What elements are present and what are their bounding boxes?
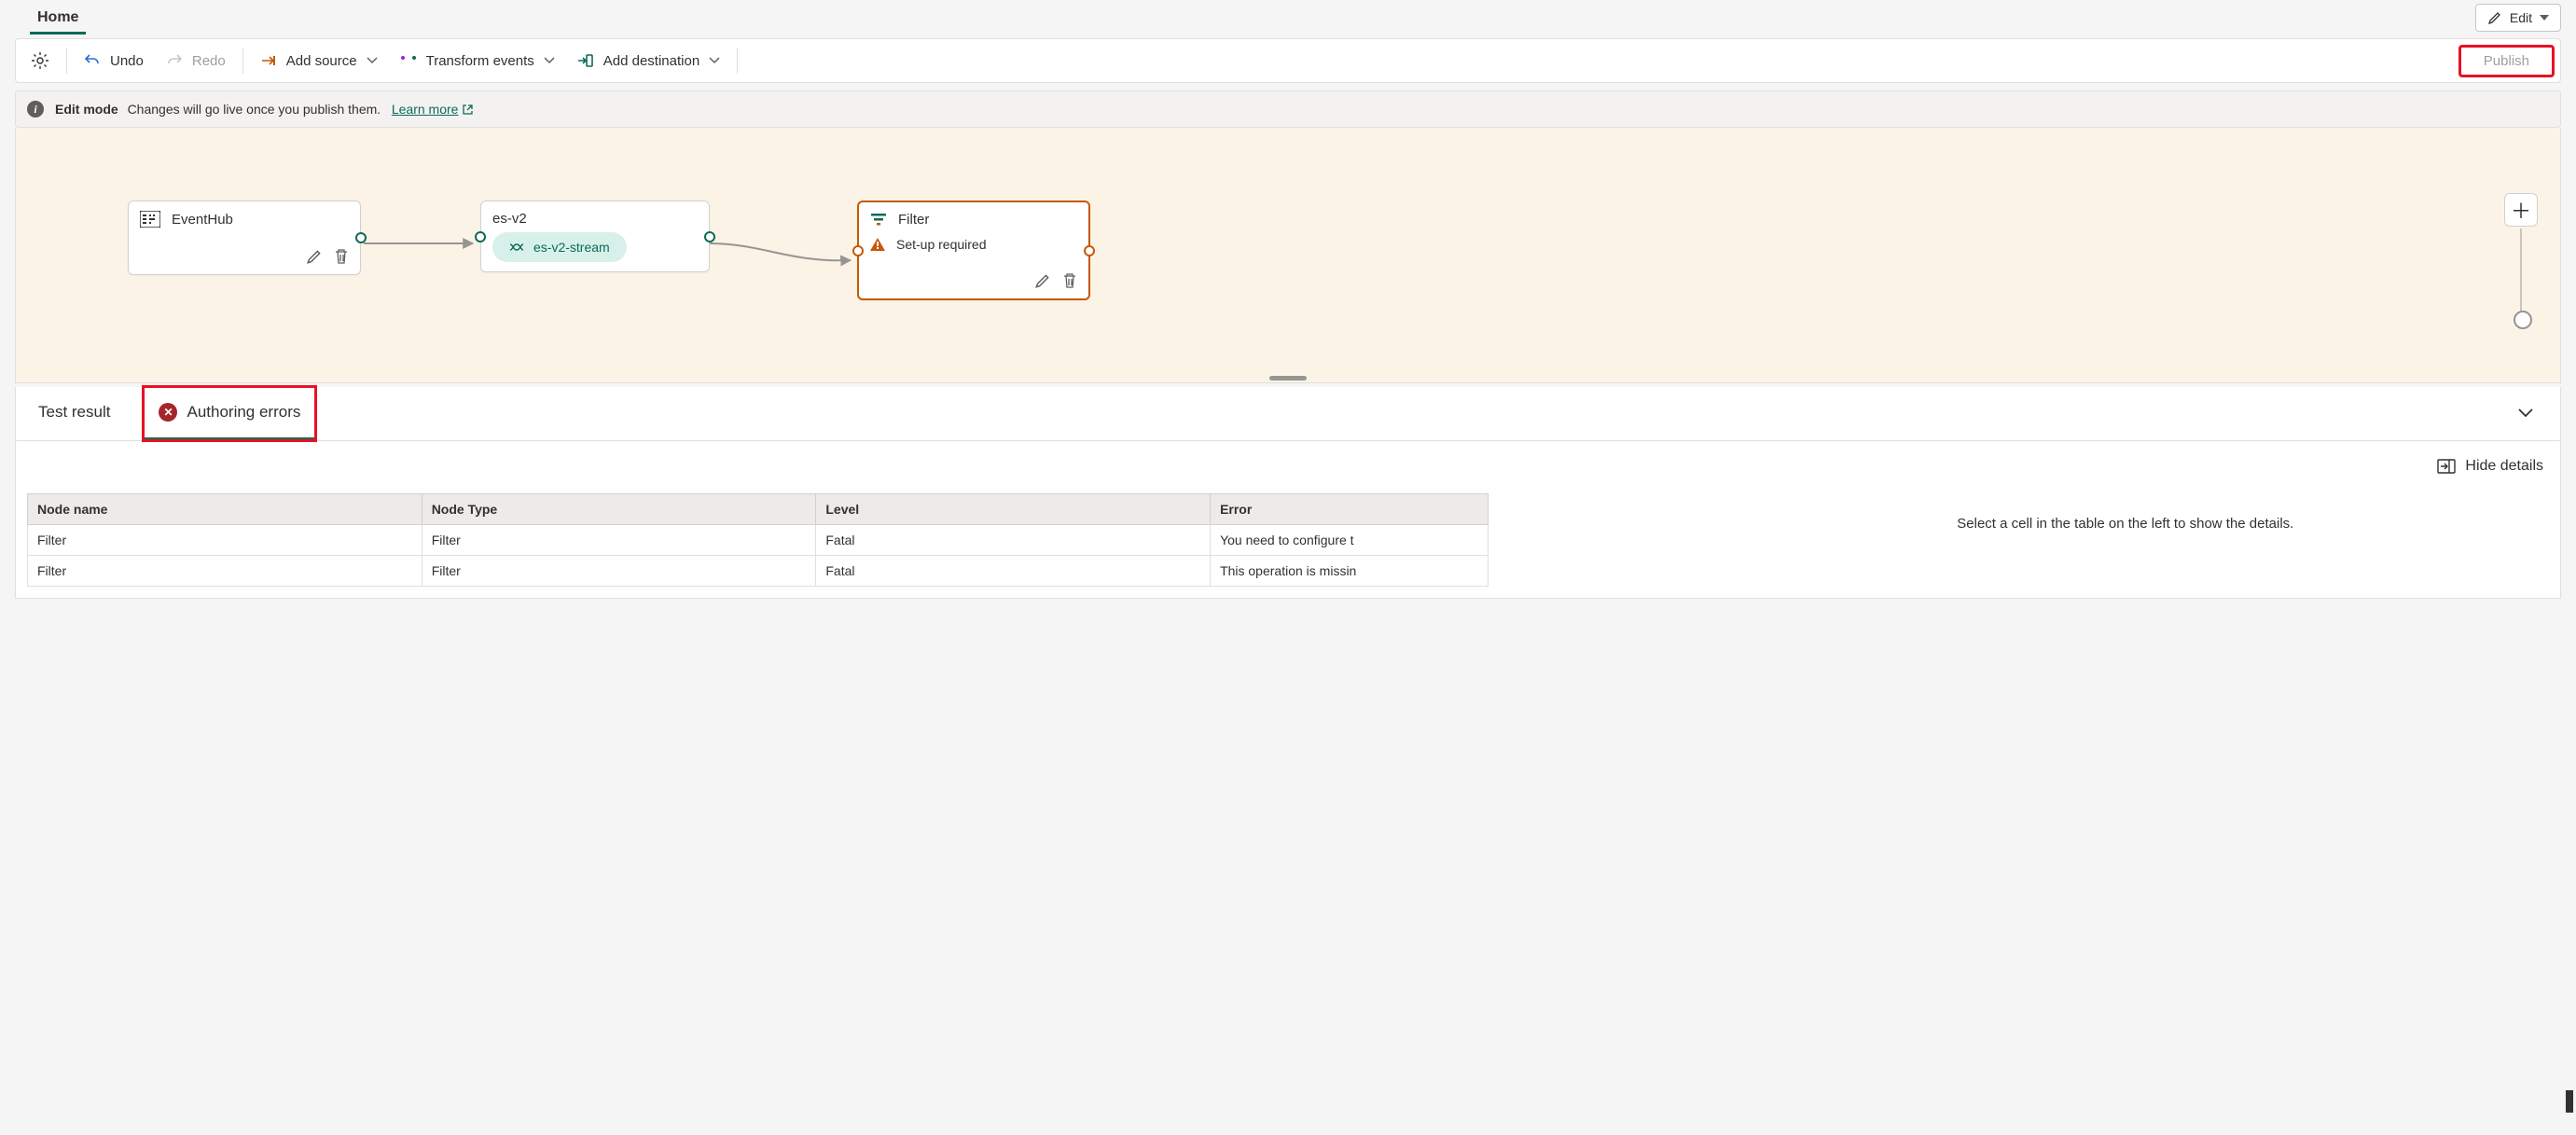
add-destination-icon bbox=[577, 52, 594, 69]
chevron-down-icon bbox=[709, 57, 720, 64]
edit-label: Edit bbox=[2510, 10, 2532, 25]
eventhub-icon bbox=[140, 211, 160, 228]
chevron-down-icon bbox=[544, 57, 555, 64]
caret-down-icon bbox=[2540, 15, 2549, 21]
add-destination-button[interactable]: Add destination bbox=[566, 45, 731, 76]
transform-button[interactable]: Transform events bbox=[389, 45, 566, 76]
cell-node-name[interactable]: Filter bbox=[28, 556, 422, 587]
stream-pill[interactable]: es-v2-stream bbox=[492, 232, 627, 262]
node-esv2[interactable]: es-v2 es-v2-stream bbox=[480, 201, 710, 272]
node-title: es-v2 bbox=[492, 211, 698, 227]
collapse-panel-button[interactable] bbox=[2499, 407, 2553, 422]
table-row[interactable]: Filter Filter Fatal This operation is mi… bbox=[28, 556, 1489, 587]
info-text: Edit mode Changes will go live once you … bbox=[55, 102, 474, 117]
add-source-button[interactable]: Add source bbox=[249, 45, 389, 76]
tab-label: Authoring errors bbox=[187, 403, 300, 422]
cell-level[interactable]: Fatal bbox=[816, 525, 1211, 556]
transform-icon bbox=[400, 52, 417, 69]
tab-authoring-errors[interactable]: ✕ Authoring errors bbox=[144, 387, 315, 440]
settings-button[interactable] bbox=[20, 44, 61, 77]
redo-label: Redo bbox=[192, 53, 226, 69]
port-out[interactable] bbox=[1084, 245, 1095, 256]
scrollbar-thumb[interactable] bbox=[2566, 1090, 2573, 1113]
cell-error[interactable]: This operation is missin bbox=[1211, 556, 1489, 587]
chevron-down-icon bbox=[367, 57, 378, 64]
publish-label: Publish bbox=[2484, 53, 2529, 69]
table-row[interactable]: Filter Filter Fatal You need to configur… bbox=[28, 525, 1489, 556]
toolbar: Undo Redo Add source Transform events bbox=[15, 38, 2561, 83]
cell-node-type[interactable]: Filter bbox=[422, 525, 816, 556]
external-link-icon bbox=[462, 104, 474, 116]
cell-node-type[interactable]: Filter bbox=[422, 556, 816, 587]
transform-label: Transform events bbox=[426, 53, 534, 69]
zoom-slider[interactable] bbox=[2520, 228, 2522, 322]
collapse-right-icon bbox=[2437, 459, 2456, 474]
canvas-edges bbox=[16, 128, 2560, 382]
col-node-type[interactable]: Node Type bbox=[422, 494, 816, 525]
error-badge-icon: ✕ bbox=[159, 403, 177, 422]
trash-icon[interactable] bbox=[1062, 272, 1077, 289]
add-node-button[interactable]: ＋ bbox=[2504, 193, 2538, 227]
plus-icon: ＋ bbox=[2511, 195, 2531, 225]
pencil-icon[interactable] bbox=[1034, 272, 1051, 289]
node-filter[interactable]: Filter Set-up required bbox=[857, 201, 1090, 300]
node-status: Set-up required bbox=[896, 237, 987, 252]
edit-dropdown[interactable]: Edit bbox=[2475, 4, 2561, 32]
add-source-label: Add source bbox=[286, 53, 357, 69]
col-error[interactable]: Error bbox=[1211, 494, 1489, 525]
undo-button[interactable]: Undo bbox=[73, 45, 155, 76]
cell-error[interactable]: You need to configure t bbox=[1211, 525, 1489, 556]
undo-label: Undo bbox=[110, 53, 144, 69]
error-table-region: Node name Node Type Level Error Filter F… bbox=[16, 493, 1949, 598]
gear-icon bbox=[31, 51, 49, 70]
pipeline-canvas[interactable]: EventHub es-v2 es-v2-stream bbox=[15, 128, 2561, 383]
port-out[interactable] bbox=[704, 231, 715, 242]
port-out[interactable] bbox=[355, 232, 367, 243]
redo-button[interactable]: Redo bbox=[155, 45, 237, 76]
info-title: Edit mode bbox=[55, 102, 118, 117]
chevron-down-icon bbox=[2517, 408, 2534, 419]
node-title: Filter bbox=[898, 212, 929, 228]
cell-node-name[interactable]: Filter bbox=[28, 525, 422, 556]
hide-details-label: Hide details bbox=[2465, 458, 2543, 475]
table-header-row: Node name Node Type Level Error bbox=[28, 494, 1489, 525]
bottom-panel: Test result ✕ Authoring errors Hide deta… bbox=[15, 387, 2561, 599]
port-in[interactable] bbox=[475, 231, 486, 242]
col-node-name[interactable]: Node name bbox=[28, 494, 422, 525]
col-level[interactable]: Level bbox=[816, 494, 1211, 525]
undo-icon bbox=[84, 52, 101, 69]
info-message: Changes will go live once you publish th… bbox=[128, 102, 381, 117]
hide-details-button[interactable]: Hide details bbox=[16, 441, 2560, 493]
cell-level[interactable]: Fatal bbox=[816, 556, 1211, 587]
learn-more-link[interactable]: Learn more bbox=[392, 102, 475, 117]
port-in[interactable] bbox=[852, 245, 864, 256]
error-table: Node name Node Type Level Error Filter F… bbox=[27, 493, 1489, 587]
panel-resize-handle[interactable] bbox=[1269, 376, 1307, 381]
node-eventhub[interactable]: EventHub bbox=[128, 201, 361, 275]
details-hint: Select a cell in the table on the left t… bbox=[1949, 493, 2560, 598]
info-icon: i bbox=[27, 101, 44, 118]
publish-button[interactable]: Publish bbox=[2458, 45, 2555, 77]
learn-more-label: Learn more bbox=[392, 102, 459, 117]
info-bar: i Edit mode Changes will go live once yo… bbox=[15, 90, 2561, 128]
add-source-icon bbox=[260, 52, 277, 69]
stream-icon bbox=[509, 242, 524, 253]
filter-icon bbox=[870, 213, 887, 228]
add-destination-label: Add destination bbox=[603, 53, 699, 69]
redo-icon bbox=[166, 52, 183, 69]
vertical-scrollbar[interactable] bbox=[2563, 0, 2576, 1135]
node-title: EventHub bbox=[172, 212, 233, 228]
pencil-icon[interactable] bbox=[306, 248, 323, 265]
panel-tabs: Test result ✕ Authoring errors bbox=[16, 387, 2560, 441]
header: Home Edit bbox=[0, 0, 2576, 35]
stream-label: es-v2-stream bbox=[533, 240, 610, 255]
tab-test-result[interactable]: Test result bbox=[23, 387, 125, 440]
trash-icon[interactable] bbox=[334, 248, 349, 265]
warning-icon bbox=[870, 238, 885, 251]
tab-home[interactable]: Home bbox=[30, 0, 86, 35]
pencil-icon bbox=[2487, 10, 2502, 25]
